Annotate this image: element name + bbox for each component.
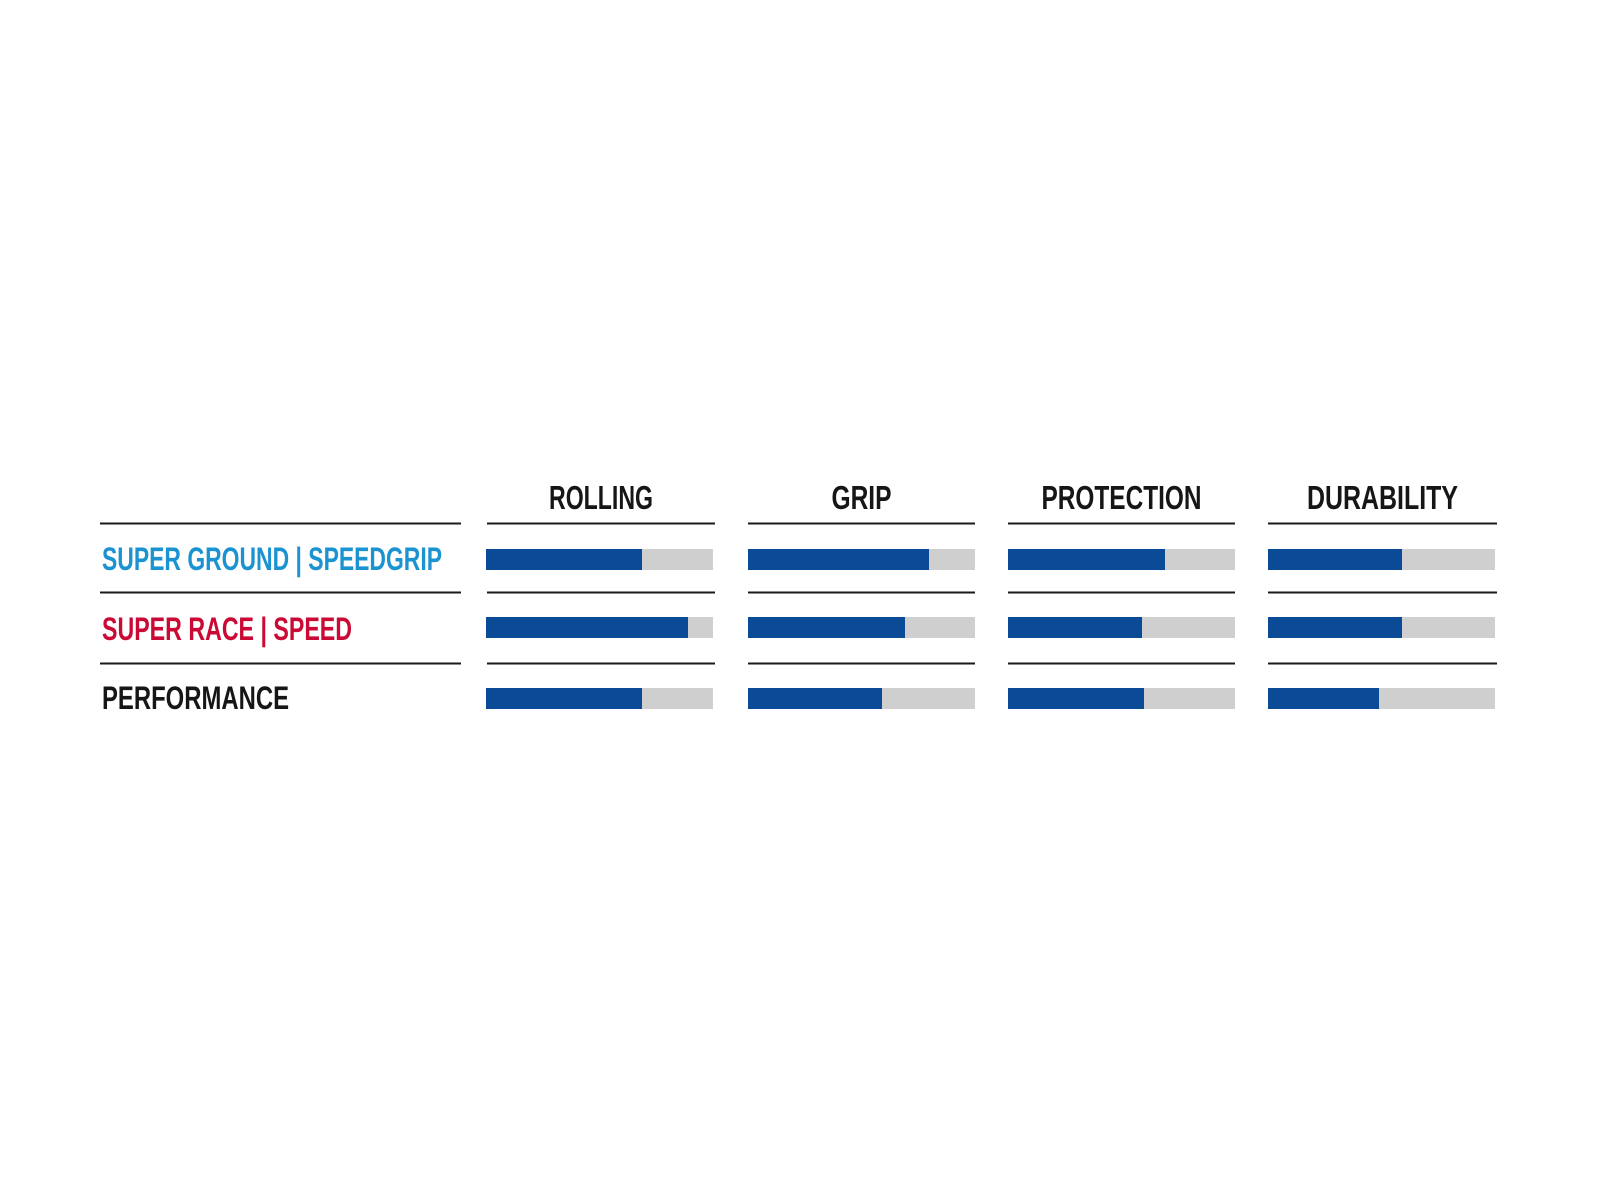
svg-text:GRIP: GRIP [832,479,892,516]
svg-text:PROTECTION: PROTECTION [1042,479,1202,516]
svg-text:SUPER GROUND | SPEEDGRIP: SUPER GROUND | SPEEDGRIP [102,541,442,577]
svg-text:ROLLING: ROLLING [549,479,653,516]
svg-text:DURABILITY: DURABILITY [1307,479,1458,516]
svg-text:SUPER RACE | SPEED: SUPER RACE | SPEED [102,611,352,647]
svg-text:PERFORMANCE: PERFORMANCE [102,680,289,716]
